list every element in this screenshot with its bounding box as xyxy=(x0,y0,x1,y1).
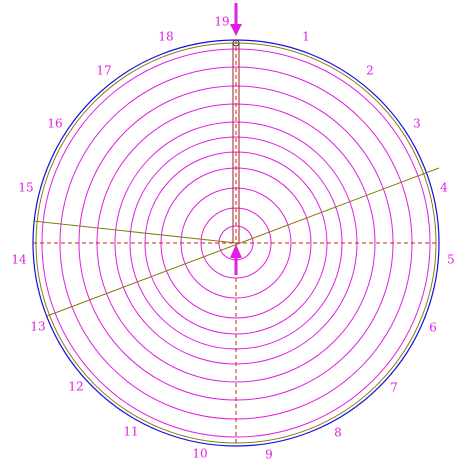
sector-label: 6 xyxy=(429,321,437,335)
sector-label: 7 xyxy=(390,381,398,395)
sector-label: 18 xyxy=(158,30,173,44)
sector-label: 3 xyxy=(413,117,421,131)
radius-line xyxy=(46,167,440,317)
sector-label: 13 xyxy=(30,320,45,334)
sector-label: 17 xyxy=(96,64,111,78)
arrow-head xyxy=(230,244,242,258)
arrow-head xyxy=(230,24,242,36)
sector-label: 12 xyxy=(68,380,83,394)
sector-label: 9 xyxy=(265,448,273,462)
sector-label: 8 xyxy=(334,426,342,440)
sector-label: 5 xyxy=(447,253,455,267)
sector-label: 11 xyxy=(123,425,138,439)
sector-label: 4 xyxy=(440,181,448,195)
core-marker xyxy=(232,39,240,47)
sector-label: 16 xyxy=(47,117,62,131)
radius-line xyxy=(32,220,237,244)
sector-label: 1 xyxy=(302,30,310,44)
sector-label: 15 xyxy=(18,181,33,195)
sector-label: 14 xyxy=(11,253,27,267)
sector-label: 10 xyxy=(192,447,207,461)
sector-label: 2 xyxy=(366,64,374,78)
sector-label: 19 xyxy=(214,15,229,29)
